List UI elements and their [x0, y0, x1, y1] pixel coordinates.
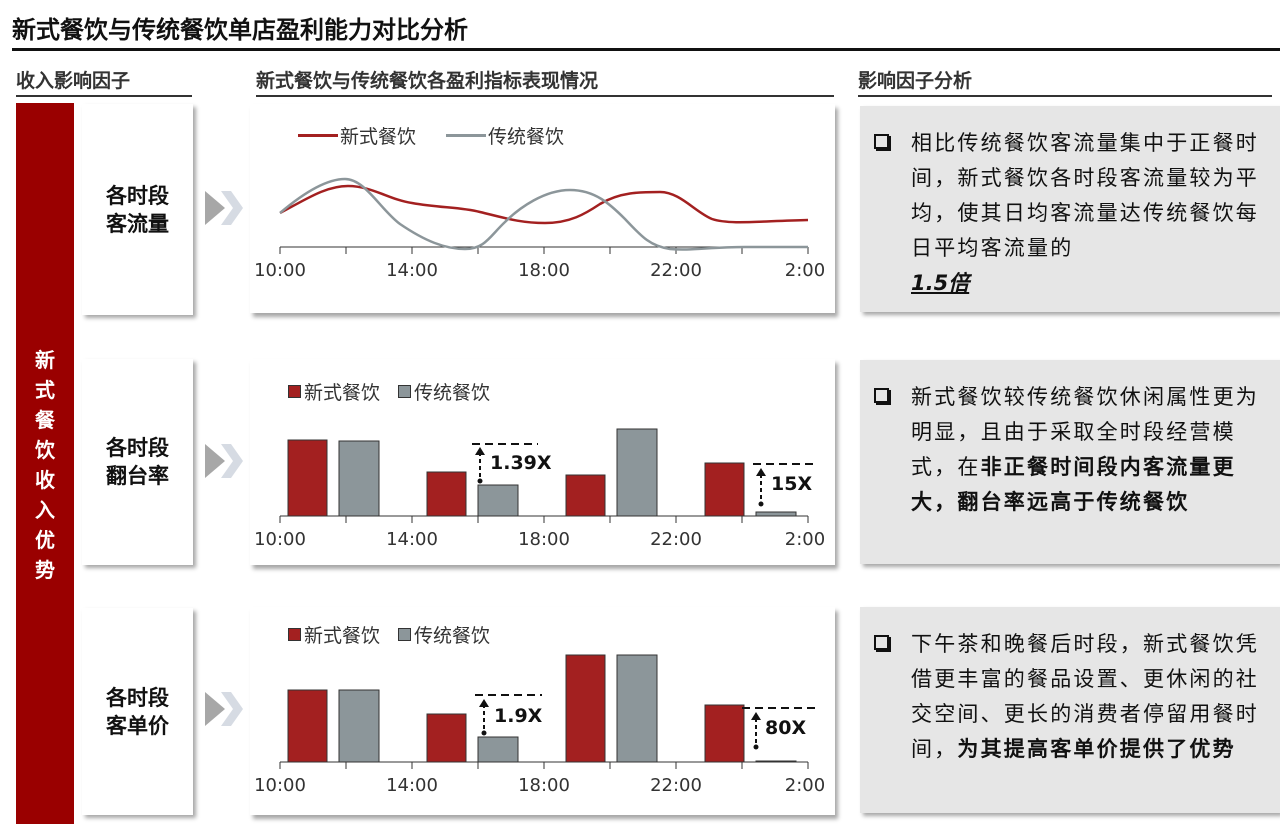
- factor-label-line1: 各时段: [106, 183, 169, 208]
- x-tick-label: 14:00: [386, 529, 438, 550]
- turnover-bar-plot: [279, 428, 818, 523]
- chevron-right-icon: [205, 692, 243, 726]
- bar-trad-0: [755, 511, 797, 517]
- analysis-bold: 非正餐时间段内客流量更大，翻台率远高于传统餐饮: [911, 455, 1236, 514]
- legend-square-swatch-new: [288, 385, 301, 398]
- page-title: 新式餐饮与传统餐饮单店盈利能力对比分析: [12, 16, 468, 44]
- factor-label-line2: 翻台率: [106, 464, 169, 488]
- x-tick-label: 10:00: [254, 775, 306, 796]
- series-new-line: [279, 184, 809, 225]
- factor-box-turnover: 各时段 翻台率: [82, 359, 193, 565]
- title-divider: [12, 48, 1280, 51]
- bar-new-10: [287, 689, 328, 763]
- x-tick-label: 2:00: [784, 260, 826, 281]
- bar-new-18: [565, 474, 606, 517]
- x-tick-label: 14:00: [386, 775, 438, 796]
- series-traditional-line: [279, 177, 808, 251]
- legend-item-traditional: 传统餐饮: [446, 122, 564, 149]
- bar-new-22: [704, 462, 745, 517]
- x-tick-label: 14:00: [386, 260, 438, 281]
- analysis-text: 新式餐饮较传统餐饮休闲属性更为明显，且由于采取全时段经营模式，在非正餐时间段内客…: [911, 385, 1259, 514]
- price-bar-plot: [279, 654, 818, 769]
- bar-trad-12: [338, 689, 380, 763]
- traffic-line-plot: [279, 177, 809, 254]
- ratio-annotation: 1.9X: [494, 705, 543, 727]
- traffic-line-chart: 新式餐饮 传统餐饮 10:00 14:00 18:00 22:00 2:00: [250, 104, 835, 313]
- x-tick-label: 22:00: [650, 529, 702, 550]
- ratio-annotation: 1.39X: [490, 452, 552, 474]
- legend-item-traditional: 传统餐饮: [398, 378, 490, 405]
- bar-new-14: [426, 471, 467, 517]
- x-tick-label: 22:00: [650, 775, 702, 796]
- chart-legend: 新式餐饮 传统餐饮: [298, 122, 582, 149]
- x-tick-label: 18:00: [518, 529, 570, 550]
- legend-item-new: 新式餐饮: [298, 122, 416, 149]
- analysis-box-turnover: 新式餐饮较传统餐饮休闲属性更为明显，且由于采取全时段经营模式，在非正餐时间段内客…: [860, 360, 1280, 564]
- legend-item-new: 新式餐饮: [288, 621, 380, 648]
- checkbox-bullet-icon: [874, 134, 889, 149]
- legend-line-swatch-new: [298, 134, 338, 137]
- x-tick-label: 22:00: [650, 260, 702, 281]
- bar-trad-20: [616, 428, 658, 517]
- bar-trad-20: [616, 654, 658, 763]
- chart-legend: 新式餐饮 传统餐饮: [288, 621, 508, 648]
- factor-box-traffic: 各时段 客流量: [82, 104, 193, 315]
- analysis-box-traffic: 相比传统餐饮客流量集中于正餐时间，新式餐饮各时段客流量较为平均，使其日均客流量达…: [860, 106, 1280, 312]
- factor-label-line2: 客流量: [106, 211, 169, 236]
- legend-line-swatch-traditional: [446, 134, 487, 137]
- x-tick-label: 10:00: [254, 260, 306, 281]
- bar-new-14: [426, 713, 467, 763]
- x-tick-label: 2:00: [784, 529, 826, 550]
- chevron-right-icon: [205, 444, 243, 478]
- legend-item-traditional: 传统餐饮: [398, 621, 490, 648]
- chevron-right-icon: [205, 191, 243, 225]
- turnover-bar-chart: 新式餐饮 传统餐饮 1.39X 15X 10:00 14:00 18:00 22…: [250, 359, 835, 565]
- analysis-text: 相比传统餐饮客流量集中于正餐时间，新式餐饮各时段客流量较为平均，使其日均客流量达…: [911, 131, 1259, 295]
- x-tick-label: 18:00: [518, 260, 570, 281]
- charts-section-header: 新式餐饮与传统餐饮各盈利指标表现情况: [256, 66, 834, 97]
- analysis-section-header: 影响因子分析: [858, 66, 1272, 97]
- factor-label-line1: 各时段: [106, 436, 169, 460]
- revenue-advantage-sidebar: [16, 103, 74, 824]
- bar-trad-16: [477, 484, 519, 517]
- analysis-text: 下午茶和晚餐后时段，新式餐饮凭借更丰富的餐品设置、更休闲的社交空间、更长的消费者…: [911, 632, 1259, 761]
- price-bar-chart: 新式餐饮 传统餐饮 1.9X 80X 10:00 14:00 18:00 22:…: [250, 607, 835, 815]
- analysis-box-price: 下午茶和晚餐后时段，新式餐饮凭借更丰富的餐品设置、更休闲的社交空间、更长的消费者…: [860, 607, 1280, 813]
- checkbox-bullet-icon: [874, 388, 889, 403]
- factor-label-line1: 各时段: [106, 685, 169, 710]
- bar-trad-16: [477, 736, 519, 763]
- x-tick-label: 2:00: [784, 775, 826, 796]
- ratio-annotation: 15X: [771, 473, 813, 495]
- legend-square-swatch-new: [288, 628, 301, 641]
- legend-square-swatch-traditional: [398, 628, 412, 641]
- checkbox-bullet-icon: [874, 635, 889, 650]
- factors-section-header: 收入影响因子: [16, 66, 192, 97]
- legend-item-new: 新式餐饮: [288, 378, 380, 405]
- bar-trad-12: [338, 440, 380, 517]
- chart-legend: 新式餐饮 传统餐饮: [288, 378, 508, 405]
- x-tick-label: 18:00: [518, 775, 570, 796]
- legend-square-swatch-traditional: [398, 385, 412, 398]
- analysis-bold: 为其提高客单价提供了优势: [957, 737, 1236, 761]
- bar-new-18: [565, 654, 606, 763]
- bar-new-22: [704, 704, 745, 763]
- revenue-advantage-label: 新 式 餐 饮 收 入 优 势: [35, 348, 55, 582]
- factor-label-line2: 客单价: [106, 713, 169, 738]
- ratio-annotation: 80X: [765, 717, 807, 739]
- bar-new-10: [287, 439, 328, 517]
- analysis-emphasis: 1.5倍: [911, 271, 970, 295]
- x-tick-label: 10:00: [254, 529, 306, 550]
- factor-box-price: 各时段 客单价: [82, 608, 193, 815]
